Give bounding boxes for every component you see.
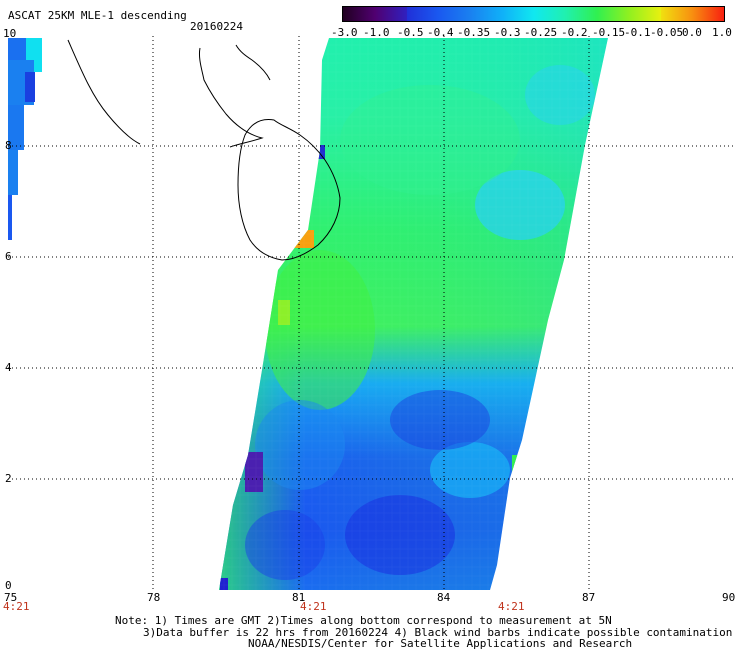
colorbar-label: -0.35: [457, 26, 491, 39]
time-label: 4:21: [300, 600, 327, 613]
x-tick: 84: [437, 591, 451, 604]
footer-note-2: 3)Data buffer is 22 hrs from 20160224 4)…: [143, 626, 733, 639]
y-tick: 10: [3, 27, 17, 40]
swath-main: [219, 38, 608, 590]
colorbar-label: -0.1: [624, 26, 651, 39]
colorbar-bin: [470, 7, 502, 21]
x-tick: 90: [722, 591, 736, 604]
colorbar-bin: [660, 7, 693, 21]
colorbar-label: -0.4: [427, 26, 454, 39]
x-tick: 75: [4, 591, 18, 604]
colorbar-label: -0.2: [561, 26, 588, 39]
y-tick: 2: [5, 472, 12, 485]
colorbar-label: -0.3: [494, 26, 521, 39]
colorbar-bin: [533, 7, 566, 21]
colorbar-bin: [597, 7, 629, 21]
x-tick: 81: [292, 591, 306, 604]
coastline: [67, 39, 341, 261]
coast-islands: [235, 44, 271, 81]
y-tick: 6: [5, 250, 12, 263]
time-label: 4:21: [498, 600, 525, 613]
y-tick: 0: [5, 579, 12, 592]
swath-left: [8, 38, 42, 240]
colorbar-bin: [501, 7, 534, 21]
colorbar-bin: [374, 7, 407, 21]
colorbar-label: -1.0: [363, 26, 390, 39]
coast-sri-lanka: [237, 119, 341, 261]
colorbar-bin: [565, 7, 597, 21]
y-tick: 4: [5, 361, 12, 374]
colorbar-label: -0.05: [650, 26, 684, 39]
x-tick: 78: [147, 591, 161, 604]
colorbar-label: 1.0: [712, 26, 732, 39]
coast-india-west: [67, 39, 141, 145]
product-title: ASCAT 25KM MLE-1 descending: [8, 9, 187, 22]
x-tick: 87: [582, 591, 596, 604]
colorbar-label: 0.0: [682, 26, 702, 39]
footer-credit: NOAA/NESDIS/Center for Satellite Applica…: [248, 637, 633, 650]
colorbar-label: -0.15: [592, 26, 626, 39]
time-label: 4:21: [3, 600, 30, 613]
colorbar-label: -0.5: [397, 26, 424, 39]
date-label: 20160224: [190, 20, 243, 33]
colorbar-label: -3.0: [331, 26, 358, 39]
graticule: [8, 36, 734, 590]
colorbar-label: -0.25: [524, 26, 558, 39]
colorbar-bin: [628, 7, 661, 21]
footer-note-1: Note: 1) Times are GMT 2)Times along bot…: [115, 614, 612, 627]
colorbar-bin: [438, 7, 470, 21]
colorbar: [342, 6, 725, 22]
y-tick: 8: [5, 139, 12, 152]
coast-india: [199, 47, 264, 148]
colorbar-bin: [692, 7, 724, 21]
colorbar-bin: [406, 7, 439, 21]
colorbar-bin: [343, 7, 375, 21]
